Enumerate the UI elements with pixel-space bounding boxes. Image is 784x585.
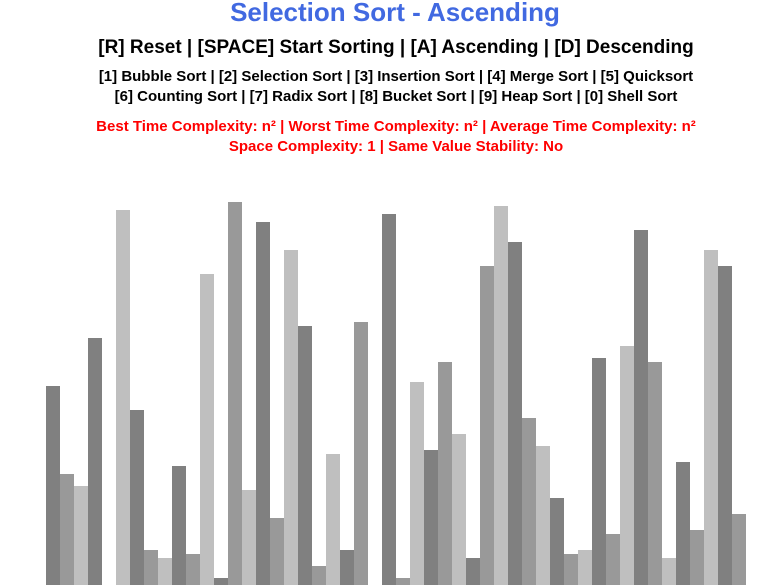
array-bar bbox=[620, 346, 634, 585]
array-bar bbox=[298, 326, 312, 585]
array-bar bbox=[228, 202, 242, 585]
array-bar bbox=[284, 250, 298, 585]
array-bar bbox=[130, 410, 144, 585]
array-bar bbox=[480, 266, 494, 585]
array-bar bbox=[676, 462, 690, 585]
space-complexity-info: Space Complexity: 1 | Same Value Stabili… bbox=[228, 138, 564, 155]
array-bar bbox=[564, 554, 578, 585]
array-bar bbox=[88, 338, 102, 585]
algorithm-keys-line-2: [6] Counting Sort | [7] Radix Sort | [8]… bbox=[114, 88, 678, 105]
array-bar bbox=[718, 266, 732, 585]
array-bar bbox=[508, 242, 522, 585]
array-bar bbox=[578, 550, 592, 585]
array-bar bbox=[74, 486, 88, 585]
array-bar bbox=[662, 558, 676, 585]
array-bar bbox=[172, 466, 186, 585]
array-bar bbox=[46, 386, 60, 585]
array-bar bbox=[256, 222, 270, 585]
array-bar bbox=[326, 454, 340, 585]
array-bar bbox=[186, 554, 200, 585]
array-bar bbox=[438, 362, 452, 585]
array-bar bbox=[116, 210, 130, 585]
array-bar bbox=[648, 362, 662, 585]
time-complexity-info: Best Time Complexity: n² | Worst Time Co… bbox=[96, 118, 696, 135]
array-bar bbox=[158, 558, 172, 585]
array-bar bbox=[452, 434, 466, 585]
array-bar bbox=[312, 566, 326, 585]
array-bar bbox=[592, 358, 606, 585]
page-title: Selection Sort - Ascending bbox=[230, 0, 560, 27]
array-bar bbox=[340, 550, 354, 585]
array-bar bbox=[550, 498, 564, 585]
array-bar bbox=[536, 446, 550, 585]
array-bar bbox=[354, 322, 368, 585]
array-bar bbox=[144, 550, 158, 585]
array-bar bbox=[60, 474, 74, 585]
array-bar bbox=[424, 450, 438, 585]
array-bar bbox=[732, 514, 746, 585]
array-bar bbox=[634, 230, 648, 585]
array-bar bbox=[494, 206, 508, 585]
array-bar bbox=[396, 578, 410, 585]
array-bar bbox=[200, 274, 214, 585]
array-bar bbox=[466, 558, 480, 585]
array-bar bbox=[704, 250, 718, 585]
array-bar bbox=[242, 490, 256, 585]
array-bar bbox=[606, 534, 620, 585]
array-bar bbox=[270, 518, 284, 585]
array-bar bbox=[214, 578, 228, 585]
algorithm-keys-line-1: [1] Bubble Sort | [2] Selection Sort | [… bbox=[98, 68, 694, 85]
array-bar bbox=[522, 418, 536, 585]
array-bar bbox=[410, 382, 424, 585]
array-bar bbox=[382, 214, 396, 585]
array-bar bbox=[690, 530, 704, 585]
keyboard-controls-hint: [R] Reset | [SPACE] Start Sorting | [A] … bbox=[98, 37, 694, 58]
